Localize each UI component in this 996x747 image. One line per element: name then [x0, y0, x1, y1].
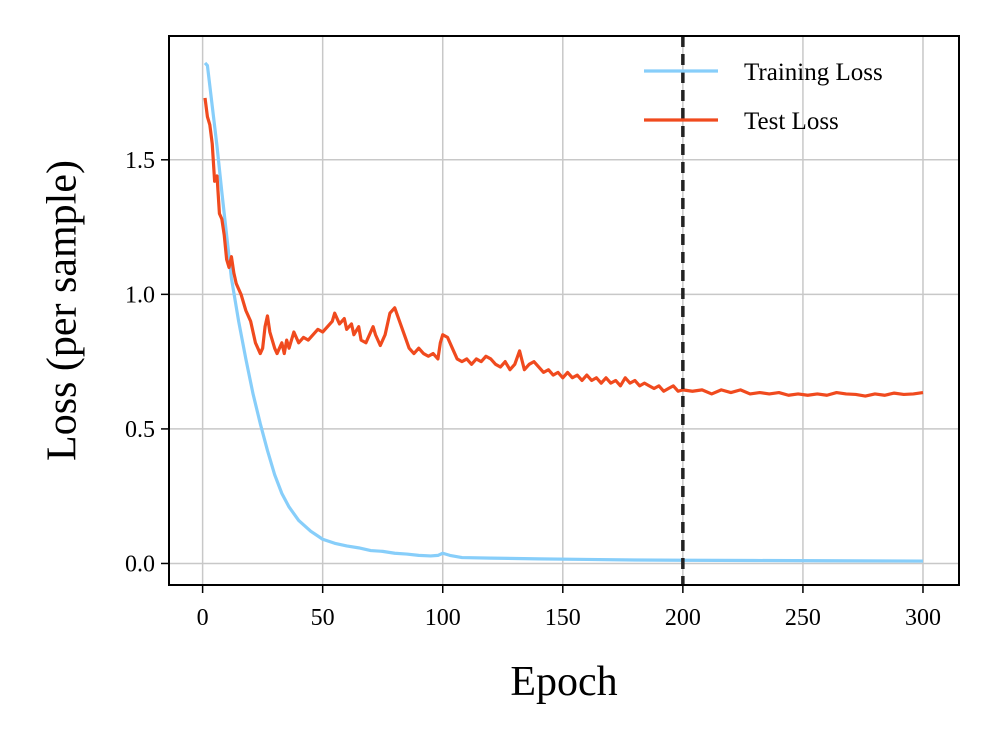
x-tick-label: 200: [665, 605, 701, 631]
x-tick-label: 250: [785, 605, 821, 631]
x-axis-ticks: 0 50 100 150 200 250 300: [197, 585, 941, 631]
x-axis-label: Epoch: [510, 659, 617, 705]
series-line-training-loss: [203, 61, 923, 563]
legend-label: Training Loss: [744, 59, 883, 86]
y-tick-label: 0.5: [125, 417, 155, 443]
x-tick-label: 0: [197, 605, 209, 631]
x-tick-label: 100: [425, 605, 461, 631]
y-axis-label: Loss (per sample): [40, 160, 86, 461]
plot-frame: [168, 35, 960, 586]
x-tick-label: 150: [545, 605, 581, 631]
y-tick-label: 0.0: [125, 551, 155, 577]
x-tick-label: 50: [311, 605, 335, 631]
legend: Training Loss Test Loss: [644, 59, 883, 135]
series-line-test-loss: [203, 97, 924, 398]
legend-label: Test Loss: [744, 108, 839, 135]
y-tick-label: 1.5: [125, 148, 155, 174]
y-axis-ticks: 0.0 0.5 1.0 1.5: [125, 148, 169, 577]
series-layer: [203, 61, 924, 563]
y-tick-label: 1.0: [125, 282, 155, 308]
x-tick-label: 300: [905, 605, 941, 631]
